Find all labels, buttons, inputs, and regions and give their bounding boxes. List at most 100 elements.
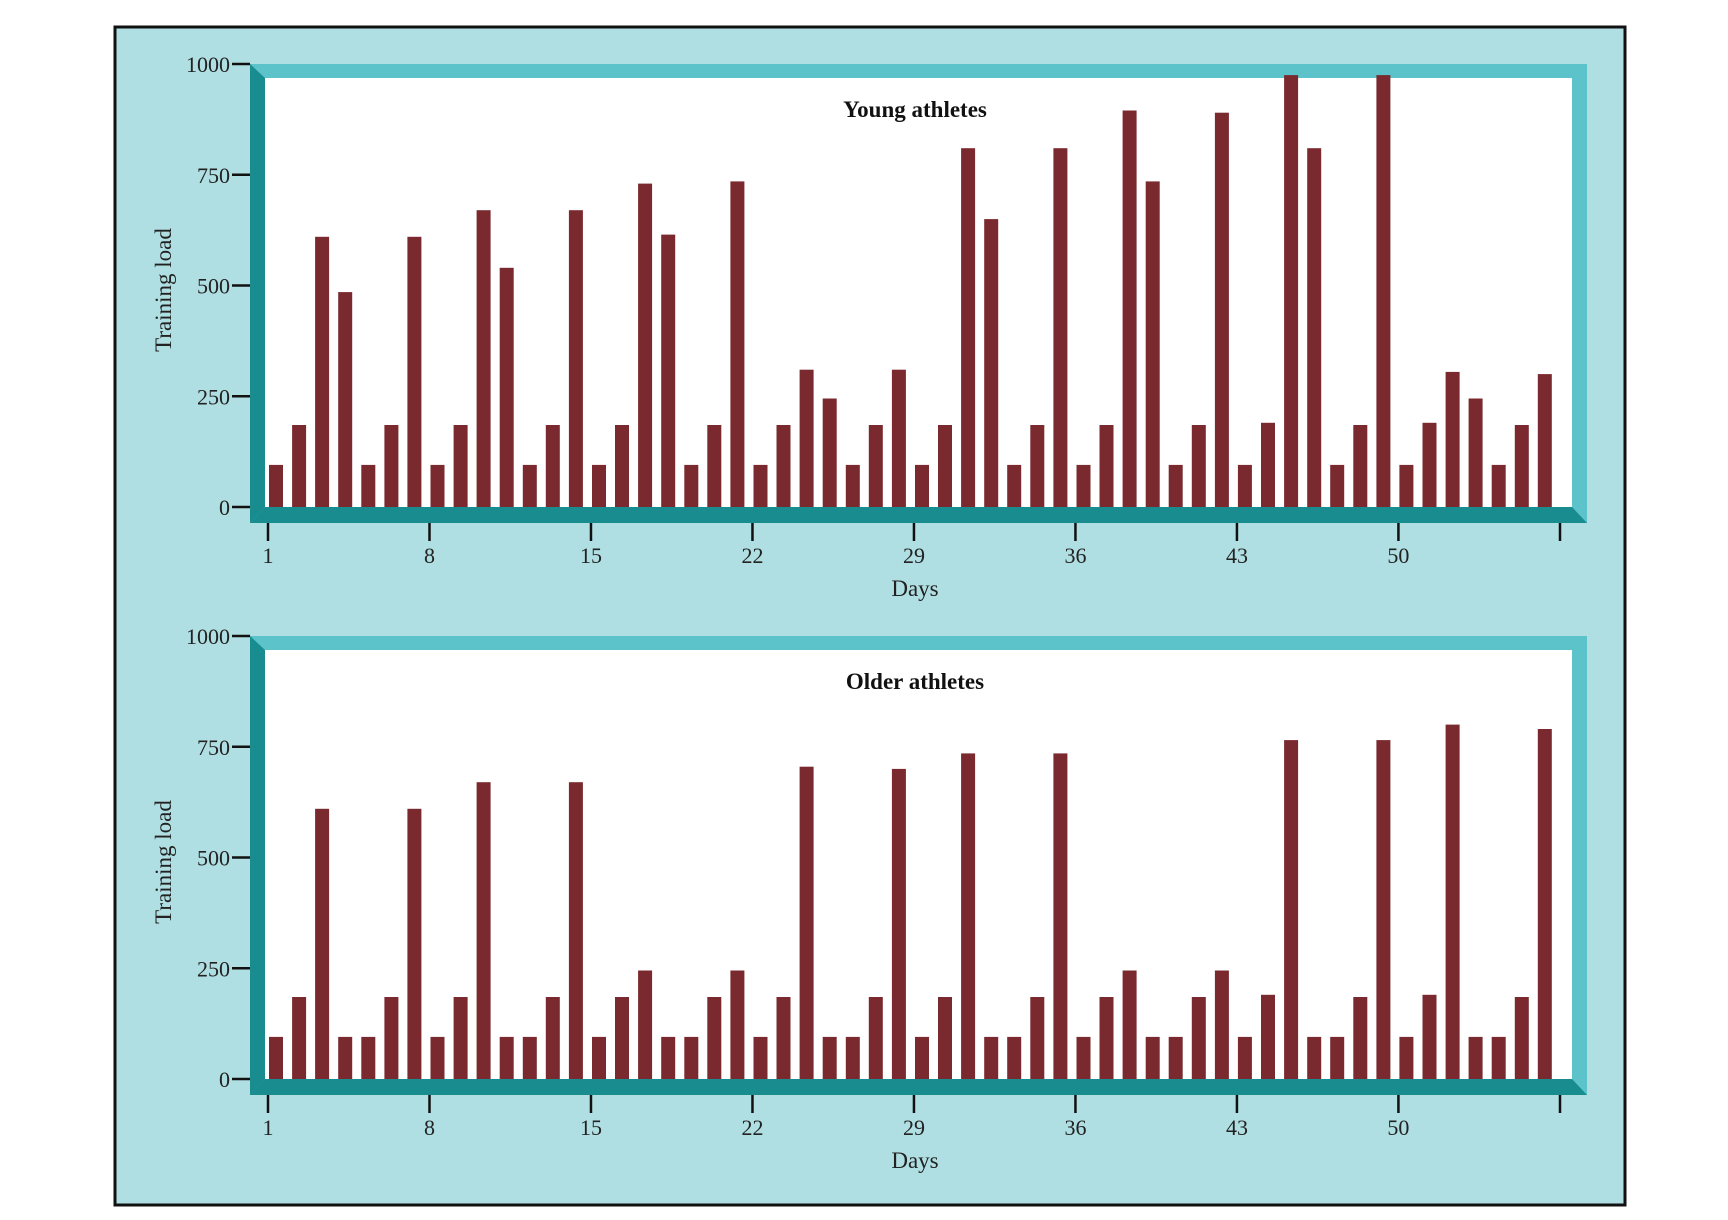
y-tick-label: 250 (197, 384, 230, 409)
frame-left-band (250, 636, 265, 1095)
bar (1284, 75, 1299, 507)
bar (545, 997, 560, 1079)
bar (891, 768, 906, 1079)
x-tick-label: 22 (741, 1115, 763, 1140)
bar (1053, 753, 1068, 1079)
bar (499, 1036, 514, 1079)
bar (1237, 464, 1252, 507)
bar (430, 1036, 445, 1079)
x-tick-label: 29 (903, 1115, 925, 1140)
x-tick-label: 43 (1226, 1115, 1248, 1140)
bar (476, 782, 491, 1079)
bar (361, 1036, 376, 1079)
x-axis: 1 8 15 22 29 36 43 50 (263, 523, 1562, 568)
bar (1076, 464, 1091, 507)
bar (1237, 1036, 1252, 1079)
frame-bottom-band (250, 507, 1587, 523)
bar (684, 1036, 699, 1079)
y-axis: 0 250 500 750 1000 (186, 624, 250, 1092)
x-tick-label: 8 (424, 1115, 435, 1140)
bar (292, 425, 307, 507)
x-axis-label: Days (891, 576, 938, 601)
x-axis: 1 8 15 22 29 36 43 50 (263, 1095, 1562, 1140)
frame-bottom-band (250, 1079, 1587, 1095)
bar (1330, 1036, 1345, 1079)
bar (845, 464, 860, 507)
bar (707, 425, 722, 507)
bar (545, 425, 560, 507)
bar (915, 464, 929, 507)
x-tick-label: 50 (1387, 543, 1409, 568)
bar (1376, 75, 1391, 507)
bar (822, 398, 837, 507)
bar (730, 970, 745, 1079)
y-axis-label: Training load (151, 228, 176, 352)
bar (684, 464, 699, 507)
bar (1399, 464, 1414, 507)
bar (961, 753, 976, 1079)
bar (292, 997, 307, 1079)
bar-series (269, 75, 1552, 508)
chart-panel-older: Older athletes 0 250 500 750 1000 1 8 15 22 29 36… (151, 624, 1587, 1173)
bar (1399, 1036, 1414, 1079)
x-tick-label: 50 (1387, 1115, 1409, 1140)
bar (1030, 997, 1045, 1079)
x-tick-label: 29 (903, 543, 925, 568)
bar (845, 1036, 860, 1079)
bar (499, 267, 514, 507)
bar (476, 210, 491, 507)
y-tick-label: 500 (197, 846, 230, 871)
bar (1468, 398, 1483, 507)
bar (1514, 997, 1529, 1079)
bar (1491, 464, 1506, 507)
bar (730, 181, 745, 507)
bar (592, 1036, 606, 1079)
bar (868, 997, 883, 1079)
bar (269, 464, 283, 507)
bar (453, 997, 468, 1079)
x-tick-label: 36 (1064, 543, 1086, 568)
bar (707, 997, 722, 1079)
bar (915, 1036, 929, 1079)
bar (1537, 729, 1552, 1079)
bar (338, 1036, 353, 1079)
bar (522, 464, 537, 507)
bar (269, 1036, 283, 1079)
bar (638, 970, 653, 1079)
chart-title: Older athletes (846, 669, 984, 694)
bar (568, 210, 583, 507)
bar (1537, 374, 1552, 507)
bar (1053, 148, 1068, 507)
x-tick-label: 36 (1064, 1115, 1086, 1140)
bar (315, 808, 330, 1079)
y-axis-label: Training load (151, 800, 176, 924)
bar (868, 425, 883, 507)
y-tick-label: 500 (197, 274, 230, 299)
bar (430, 464, 445, 507)
bar (776, 997, 791, 1079)
bar (1514, 425, 1529, 507)
bar (1030, 425, 1045, 507)
bar (1007, 464, 1022, 507)
bar (822, 1036, 837, 1079)
y-tick-label: 250 (197, 956, 230, 981)
x-axis-label: Days (891, 1148, 938, 1173)
bar (522, 1036, 537, 1079)
bar (1145, 181, 1160, 507)
bar-series (269, 724, 1552, 1079)
y-tick-label: 0 (219, 495, 230, 520)
bar (1168, 1036, 1183, 1079)
bar (592, 464, 606, 507)
bar (938, 425, 952, 507)
y-tick-label: 1000 (186, 52, 230, 77)
bar (753, 1036, 768, 1079)
chart-panel-young: Young athletes 0 250 500 750 1000 1 8 15 22 29 36… (151, 52, 1587, 601)
bar (1122, 970, 1137, 1079)
bar (1491, 1036, 1506, 1079)
bar (453, 425, 468, 507)
bar (1191, 997, 1206, 1079)
bar (1353, 425, 1368, 507)
bar (1145, 1036, 1160, 1079)
bar (361, 464, 376, 507)
